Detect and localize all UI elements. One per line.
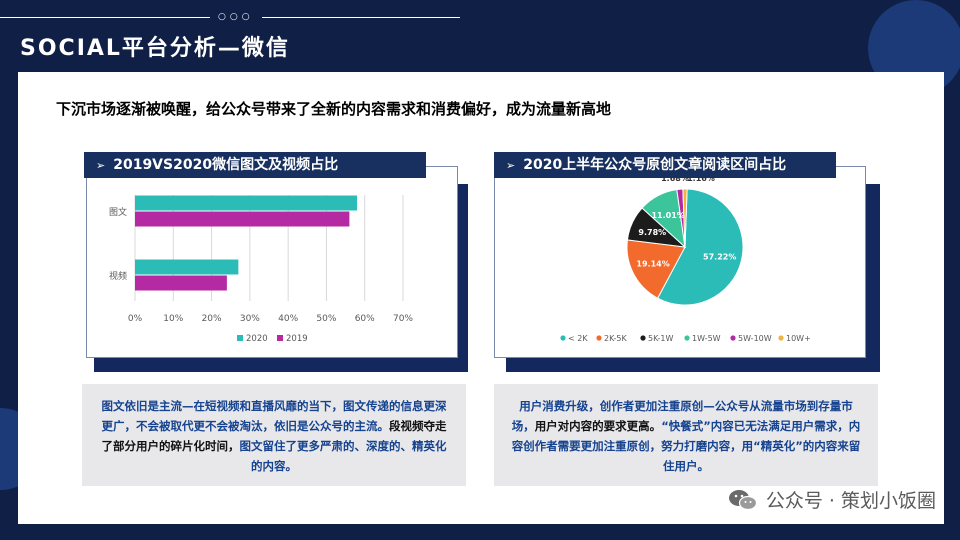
wechat-icon — [728, 489, 757, 510]
x-tick-label: 60% — [355, 314, 375, 324]
legend-swatch — [640, 335, 646, 341]
bar-2019-图文 — [135, 211, 350, 227]
legend-swatch — [730, 335, 736, 341]
arrow-icon: ➢ — [506, 159, 516, 172]
pie-value-label: 11.01% — [651, 211, 684, 220]
arrow-icon: ➢ — [96, 159, 106, 172]
content-panel: 下沉市场逐渐被唤醒，给公众号带来了全新的内容需求和消费偏好，成为流量新高地 图文… — [18, 72, 944, 524]
left-section-header: ➢ 2019VS2020微信图文及视频占比 — [84, 152, 426, 178]
pie-value-label: 19.14% — [636, 260, 669, 269]
header-dots: ○○○ — [218, 12, 254, 22]
legend-label: 1W-5W — [692, 334, 721, 343]
pie-slice-< 2K — [657, 188, 744, 306]
right-chart-panel: 57.22% 19.14% 9.78% 11.01% 1.68% 1.16% < 2K 2K… — [494, 166, 866, 358]
legend-label: 2019 — [286, 334, 308, 344]
page-title: SOCIAL平台分析—微信 — [20, 36, 290, 61]
legend-label: 2K-5K — [604, 334, 627, 343]
legend-swatch — [237, 335, 243, 341]
legend-swatch — [684, 335, 690, 341]
legend-label: < 2K — [568, 334, 588, 343]
right-description: 用户消费升级，创作者更加注重原创—公众号从流量市场到存量市场，用户对内容的要求更… — [494, 384, 878, 486]
left-description: 图文依旧是主流—在短视频和直播风靡的当下，图文传递的信息更深更广，不会被取代更不… — [82, 384, 466, 486]
pie-slice-10W+ — [682, 188, 688, 248]
legend-swatch — [277, 335, 283, 341]
x-tick-label: 0% — [128, 314, 143, 324]
x-tick-label: 10% — [163, 314, 183, 324]
legend-swatch — [560, 335, 566, 341]
description-segment: “快餐式”内容已无法满足用户需求，内容创作者需要更加注重原创，努力打磨内容，用“… — [511, 419, 861, 473]
left-section-title: 2019VS2020微信图文及视频占比 — [113, 157, 339, 173]
description-segment: 用户消费升级，创作者更加注重原创—公众号从流量市场到存量市场， — [511, 399, 853, 433]
pie-value-label: 1.16% — [687, 174, 715, 183]
bar-2020-图文 — [135, 195, 358, 211]
bar-2020-视频 — [135, 259, 239, 275]
legend-label: 5W-10W — [738, 334, 772, 343]
description-segment: 用户对内容的要求更高。 — [534, 419, 662, 433]
category-label: 视频 — [109, 270, 127, 282]
header-line-left — [0, 17, 210, 18]
legend-label: 2020 — [246, 334, 268, 344]
category-label: 图文 — [109, 206, 127, 218]
description-segment: 图文留住了更多严肃的、深度的、精英化的内容。 — [239, 439, 447, 473]
header-line-right — [262, 17, 460, 18]
watermark: 公众号 · 策划小饭圈 — [728, 486, 936, 513]
x-tick-label: 70% — [393, 314, 413, 324]
legend-label: 10W+ — [786, 334, 811, 343]
x-tick-label: 20% — [202, 314, 222, 324]
description-segment: 图文依旧是主流—在短视频和直播风靡的当下， — [101, 399, 344, 413]
left-chart-panel: 图文视频 0% 10% 20% 30% 40% 50% 60% 70% 2020 2019 — [86, 166, 458, 358]
legend-swatch — [596, 335, 602, 341]
pie-slice-2K-5K — [626, 239, 686, 299]
bar-2019-视频 — [135, 275, 227, 291]
pie-value-label: 9.78% — [638, 228, 666, 237]
legend-swatch — [778, 335, 784, 341]
x-tick-label: 50% — [316, 314, 336, 324]
x-tick-label: 40% — [278, 314, 298, 324]
description-segment: 图文传递的信息更深更广，不会被取代更不会被淘汰，依旧是公众号的主流。 — [101, 399, 447, 433]
page-subtitle: 下沉市场逐渐被唤醒，给公众号带来了全新的内容需求和消费偏好，成为流量新高地 — [56, 100, 612, 118]
legend-label: 5K-1W — [648, 334, 673, 343]
x-tick-label: 30% — [240, 314, 260, 324]
description-segment: 段视频夺走了部分用户的碎片化时间， — [101, 419, 447, 453]
right-section-title: 2020上半年公众号原创文章阅读区间占比 — [523, 157, 787, 173]
pie-chart: 57.22% 19.14% 9.78% 11.01% 1.68%1.16% < 2K 2K… — [560, 174, 811, 343]
pie-value-label: 57.22% — [703, 252, 736, 261]
watermark-text: 公众号 · 策划小饭圈 — [765, 490, 936, 512]
pie-value-label: 1.68% — [661, 174, 689, 183]
right-section-header: ➢ 2020上半年公众号原创文章阅读区间占比 — [494, 152, 836, 178]
